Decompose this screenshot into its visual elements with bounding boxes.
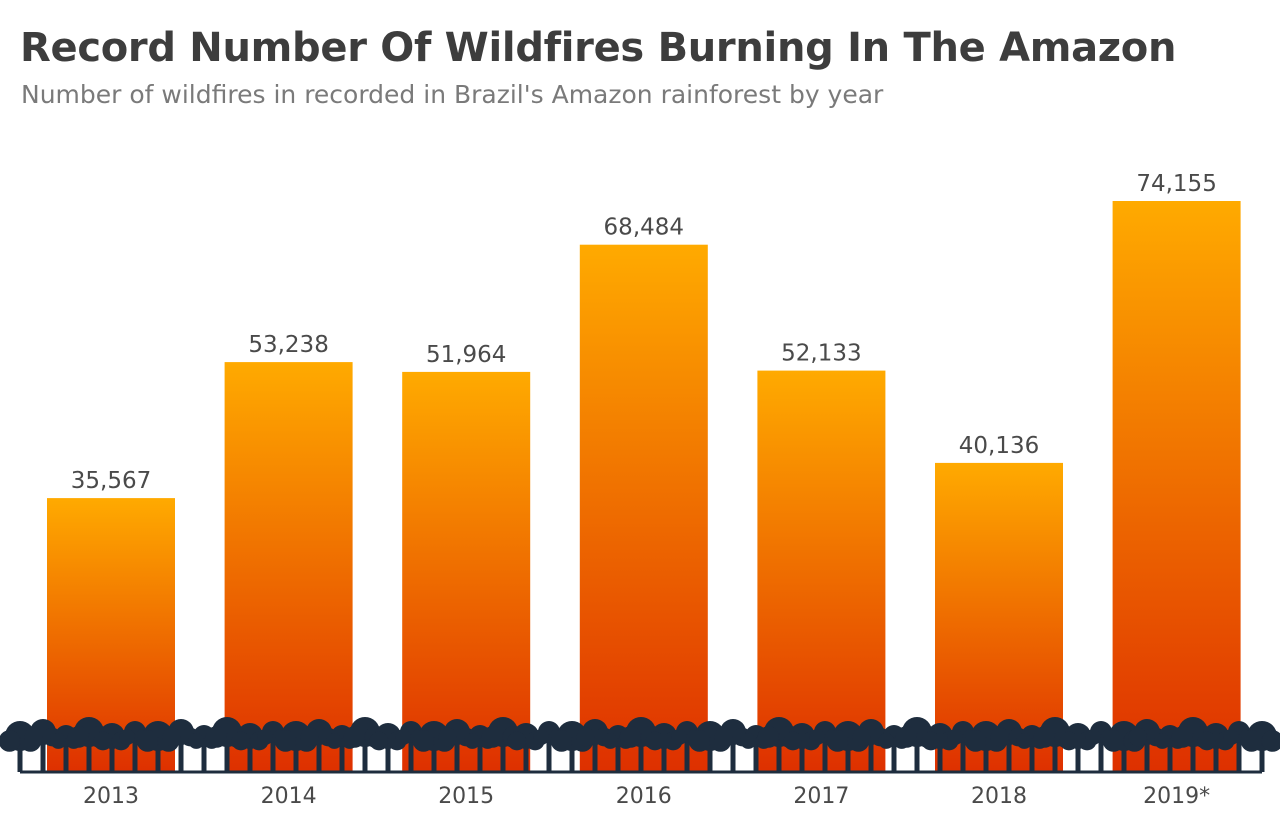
bar-2016: [579, 244, 708, 772]
bar-2014: [224, 362, 353, 772]
x-tick-label: 2016: [616, 784, 672, 809]
x-tick-label: 2015: [438, 784, 494, 809]
tree-icon: [438, 719, 476, 772]
value-label: 51,964: [426, 342, 506, 368]
chart-title: Record Number Of Wildfires Burning In Th…: [20, 25, 1177, 71]
x-tick-label: 2014: [261, 784, 317, 809]
x-tick-label: 2013: [83, 784, 139, 809]
value-label: 53,238: [248, 332, 328, 358]
chart-subtitle: Number of wildfires in recorded in Brazi…: [21, 80, 884, 109]
bar-2017: [757, 370, 886, 772]
value-label: 74,155: [1136, 171, 1216, 197]
value-labels: 35,567 53,238 51,964 68,484 52,133 40,136 74,1…: [71, 171, 1217, 494]
value-label: 52,133: [781, 341, 861, 367]
tree-icon: [1197, 723, 1235, 772]
bar-2019: [1112, 201, 1241, 772]
value-label: 68,484: [604, 215, 684, 241]
tree-icon: [1240, 721, 1280, 772]
x-axis-tick-labels: 2013 2014 2015 2016 2017 2018 2019*: [83, 784, 1210, 809]
tree-silhouettes: [0, 717, 1280, 772]
x-tick-label: 2019*: [1143, 784, 1210, 809]
value-label: 35,567: [71, 468, 151, 494]
value-label: 40,136: [959, 433, 1039, 459]
bars: [47, 201, 1241, 772]
x-tick-label: 2017: [793, 784, 849, 809]
tree-icon: [1059, 723, 1097, 772]
bar-2015: [402, 371, 531, 772]
tree-icon: [162, 719, 200, 772]
tree-icon: [369, 723, 407, 772]
tree-icon: [507, 723, 545, 772]
x-tick-label: 2018: [971, 784, 1027, 809]
bar-2018: [935, 462, 1063, 772]
